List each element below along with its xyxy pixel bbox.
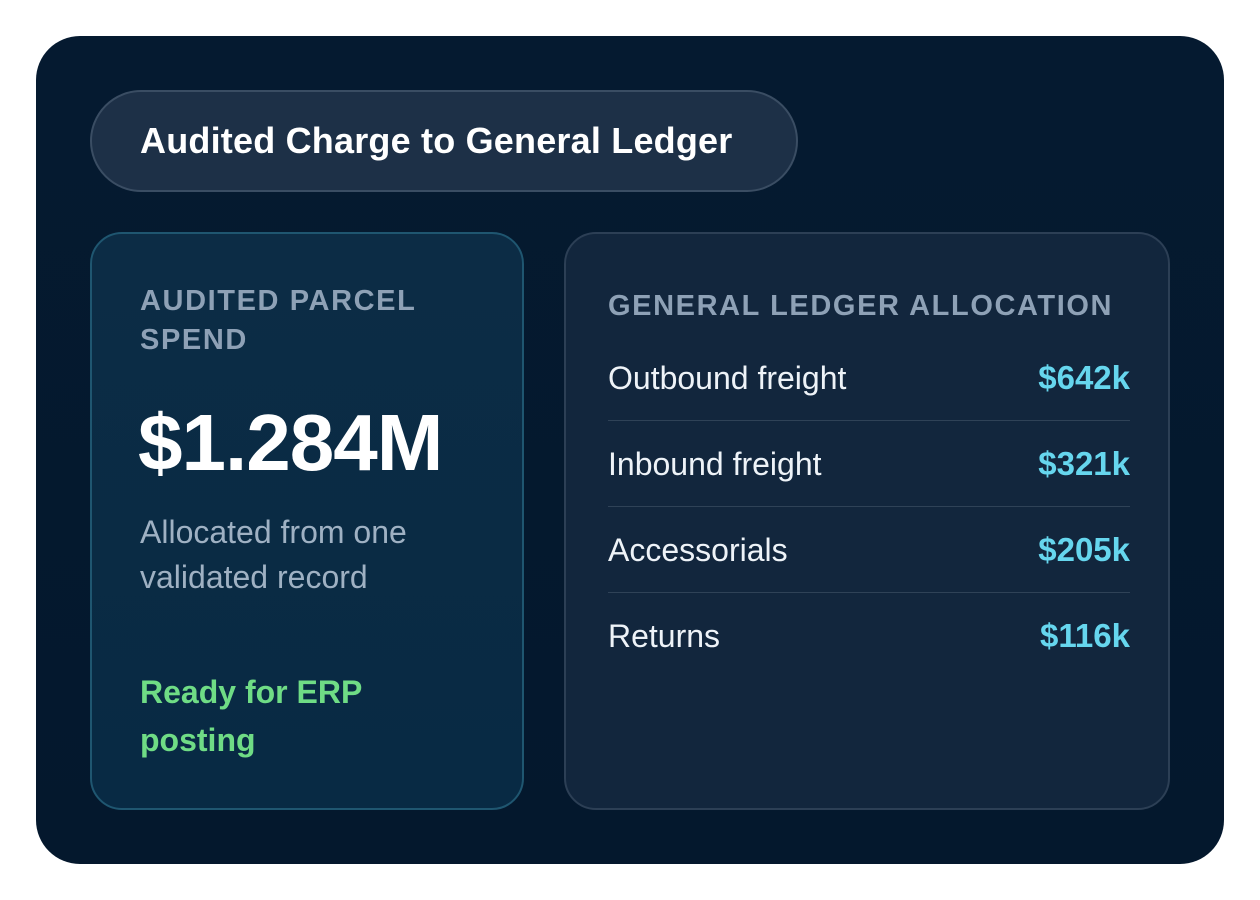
gl-row-inbound-freight: Inbound freight $321k	[608, 421, 1130, 507]
spend-description: Allocated from one validated record	[140, 514, 407, 595]
gl-row-name: Accessorials	[608, 531, 788, 568]
gl-row-returns: Returns $116k	[608, 593, 1130, 679]
gl-row-amount: $642k	[1038, 358, 1130, 396]
spend-value: $1.284M	[138, 398, 443, 487]
title-pill: Audited Charge to General Ledger	[90, 90, 798, 192]
gl-allocation-panel: GENERAL LEDGER ALLOCATION Outbound freig…	[564, 232, 1170, 810]
page-title: Audited Charge to General Ledger	[140, 120, 733, 161]
gl-row-name: Inbound freight	[608, 445, 822, 482]
gl-row-name: Outbound freight	[608, 359, 847, 396]
gl-row-accessorials: Accessorials $205k	[608, 507, 1130, 593]
gl-allocation-label: GENERAL LEDGER ALLOCATION	[608, 290, 1114, 322]
gl-row-outbound-freight: Outbound freight $642k	[608, 335, 1130, 421]
audited-spend-panel: AUDITED PARCEL SPEND $1.284M Allocated f…	[90, 232, 524, 810]
gl-row-amount: $116k	[1040, 617, 1130, 654]
spend-label: AUDITED PARCEL SPEND	[140, 285, 416, 356]
gl-allocation-list: Outbound freight $642k Inbound freight $…	[608, 335, 1130, 679]
ledger-summary-card: Audited Charge to General Ledger AUDITED…	[36, 36, 1224, 864]
gl-row-amount: $205k	[1038, 530, 1130, 568]
posting-status: Ready for ERP posting	[140, 674, 362, 758]
gl-row-name: Returns	[608, 618, 721, 654]
gl-row-amount: $321k	[1038, 444, 1130, 482]
